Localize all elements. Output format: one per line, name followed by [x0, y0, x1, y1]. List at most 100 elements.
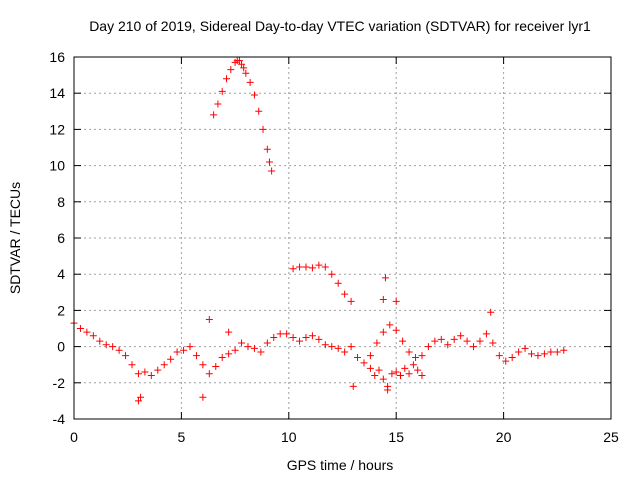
data-point	[242, 69, 250, 77]
data-point	[89, 332, 97, 340]
y-tick-label: 0	[57, 339, 65, 355]
data-point	[235, 57, 243, 65]
data-point	[296, 263, 304, 271]
data-point	[396, 372, 404, 380]
data-point	[476, 337, 484, 345]
data-point	[379, 328, 387, 336]
data-point	[384, 386, 392, 394]
data-point	[334, 279, 342, 287]
data-point	[470, 343, 478, 351]
y-axis-label: SDTVAR / TECUs	[7, 182, 23, 294]
data-point	[409, 361, 417, 369]
data-point	[366, 364, 374, 372]
data-point	[257, 348, 265, 356]
data-point	[392, 368, 400, 376]
data-point	[240, 64, 248, 72]
data-point	[199, 361, 207, 369]
data-point	[489, 339, 497, 347]
data-point	[349, 382, 357, 390]
data-points	[70, 57, 568, 405]
data-point	[515, 348, 523, 356]
x-tick-label: 5	[178, 429, 186, 445]
data-point	[238, 60, 246, 68]
data-point	[255, 107, 263, 115]
data-point	[199, 393, 207, 401]
y-tick-label: 2	[57, 302, 65, 318]
y-tick-label: 14	[49, 85, 65, 101]
data-point	[450, 335, 458, 343]
data-point	[308, 332, 316, 340]
data-point	[328, 343, 336, 351]
data-point	[495, 352, 503, 360]
data-point	[212, 363, 220, 371]
data-point	[186, 343, 194, 351]
data-point	[392, 326, 400, 334]
data-point	[463, 337, 471, 345]
data-point	[154, 366, 162, 374]
data-point	[180, 346, 188, 354]
y-tick-label: 6	[57, 230, 65, 246]
data-point	[424, 343, 432, 351]
data-point	[334, 344, 342, 352]
data-point	[244, 343, 252, 351]
data-point	[231, 346, 239, 354]
y-tick-label: 8	[57, 194, 65, 210]
axis-ticks: 0 5 10 15 20 25 -4 -2 0 2 4 6 8 10 12 14 16	[49, 49, 619, 445]
data-point	[76, 325, 84, 332]
data-point	[137, 393, 145, 401]
x-axis-label: GPS time / hours	[287, 457, 394, 473]
x-tick-label: 20	[496, 429, 512, 445]
data-point	[250, 91, 258, 99]
data-point	[225, 328, 233, 336]
data-point	[528, 350, 536, 358]
data-point	[457, 332, 465, 340]
data-point	[283, 330, 291, 338]
data-point	[381, 274, 389, 282]
data-point	[560, 346, 568, 354]
data-point	[102, 341, 110, 349]
data-point	[238, 339, 246, 347]
data-point	[167, 355, 175, 363]
y-tick-label: -4	[53, 411, 66, 427]
data-point	[392, 297, 400, 305]
y-tick-label: 4	[57, 266, 65, 282]
y-tick-label: 12	[49, 121, 65, 137]
data-point	[246, 78, 254, 86]
data-point	[414, 366, 422, 374]
data-point	[431, 337, 439, 345]
data-point	[401, 364, 409, 372]
data-point	[418, 372, 426, 380]
data-point	[173, 348, 181, 356]
data-point	[205, 370, 213, 378]
plot-frame	[73, 56, 612, 420]
data-point	[540, 350, 548, 358]
data-point	[437, 335, 445, 343]
data-point	[265, 158, 273, 166]
data-point	[405, 370, 413, 378]
data-point	[128, 361, 136, 369]
data-point	[268, 167, 276, 175]
data-point	[371, 372, 379, 380]
data-point	[534, 352, 542, 360]
data-point	[502, 357, 510, 365]
data-point	[444, 341, 452, 349]
data-point	[347, 297, 355, 305]
data-point	[375, 366, 383, 374]
data-point	[302, 334, 310, 342]
data-point	[418, 352, 426, 360]
data-point	[225, 350, 233, 358]
data-point	[134, 370, 142, 378]
y-tick-label: -2	[53, 375, 66, 391]
data-point	[192, 352, 200, 360]
data-point	[308, 264, 316, 272]
data-point	[373, 339, 381, 347]
data-point	[360, 359, 368, 367]
data-point	[289, 334, 297, 342]
data-point	[386, 321, 394, 329]
grid	[74, 57, 611, 419]
data-point	[487, 308, 495, 316]
data-point	[321, 263, 329, 271]
data-point	[347, 343, 355, 351]
data-point	[270, 334, 278, 342]
data-point	[379, 296, 387, 304]
